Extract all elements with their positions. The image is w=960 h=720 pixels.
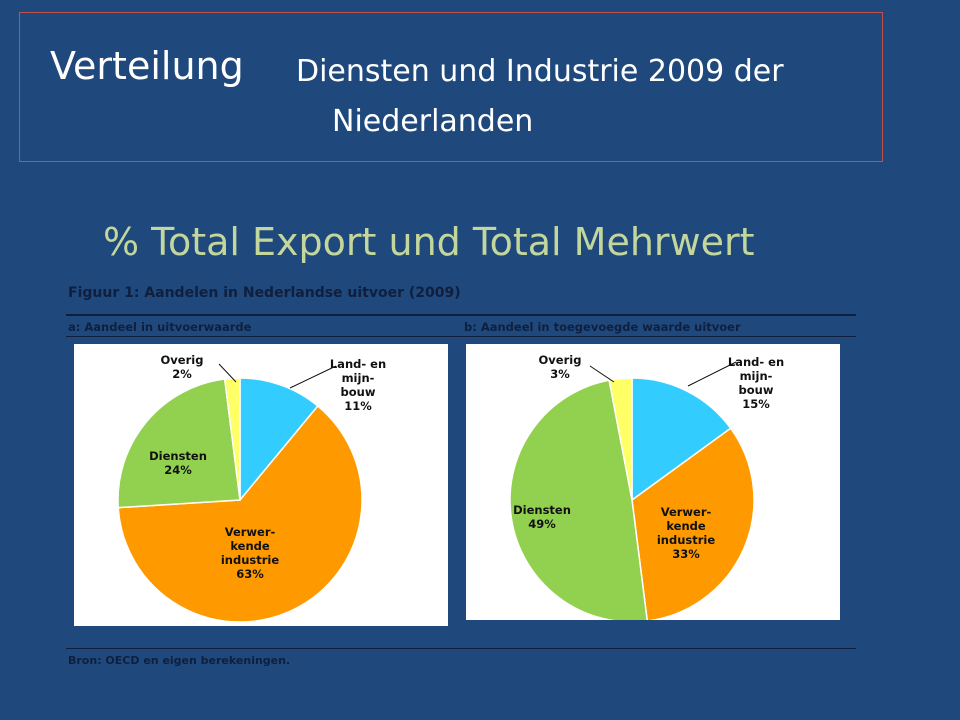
pie-chart-a: Land- en mijn-bouw 11% Verwer-kende industri… xyxy=(117,353,386,623)
figure-bottom-rule xyxy=(66,648,856,649)
leader-line-land-en-mijnbouw xyxy=(687,361,737,387)
panel-a-title: a: Aandeel in uitvoerwaarde xyxy=(68,320,252,334)
data-label-verwerkende-industrie: Verwer-kende industrie 63% xyxy=(221,525,280,581)
pie-slice-verwerkende-industrie xyxy=(117,404,363,623)
data-label-diensten: Diensten 24% xyxy=(149,449,207,477)
pie-chart-b: Land- en mijn-bouw 15% Verwer-kende industri… xyxy=(509,353,784,623)
slide-title: Verteilung xyxy=(50,44,244,88)
leader-line-overig xyxy=(589,365,615,383)
figure-title: Figuur 1: Aandelen in Nederlandse uitvoe… xyxy=(68,285,461,301)
figure-top-rule xyxy=(66,314,856,316)
leader-line-land-en-mijnbouw xyxy=(289,365,337,389)
data-label-overig: Overig 2% xyxy=(161,353,204,381)
pie-slice-land-en-mijnbouw xyxy=(631,377,732,502)
pie-slice-overig xyxy=(608,377,633,501)
pie-slice-verwerkende-industrie xyxy=(631,427,755,622)
data-label-land-en-mijnbouw: Land- en mijn-bouw 11% xyxy=(330,357,386,413)
figure-source: Bron: OECD en eigen berekeningen. xyxy=(68,654,291,667)
leader-line-overig xyxy=(218,363,237,383)
data-label-verwerkende-industrie: Verwer-kende industrie 33% xyxy=(657,505,716,561)
slide-title-line2: Niederlanden xyxy=(332,104,534,139)
figure-mid-rule xyxy=(66,336,856,337)
data-label-land-en-mijnbouw: Land- en mijn-bouw 15% xyxy=(728,355,784,411)
pie-slice-diensten xyxy=(117,378,241,509)
figure: Figuur 1: Aandelen in Nederlandse uitvoe… xyxy=(66,280,856,672)
panel-b-title: b: Aandeel in toegevoegde waarde uitvoer xyxy=(464,320,741,334)
slide-subtitle: % Total Export und Total Mehrwert xyxy=(103,220,755,264)
pie-panel-b: Land- en mijn-bouw 15% Verwer-kende industri… xyxy=(466,344,840,623)
title-box xyxy=(19,12,883,162)
pie-panel-a: Land- en mijn-bouw 11% Verwer-kende industri… xyxy=(74,344,448,626)
slide-title-line1: Diensten und Industrie 2009 der xyxy=(296,54,784,89)
data-label-diensten: Diensten 49% xyxy=(513,503,571,531)
pie-slice-land-en-mijnbouw xyxy=(239,377,319,503)
pie-slice-diensten xyxy=(509,379,649,623)
data-label-overig: Overig 3% xyxy=(539,353,582,381)
